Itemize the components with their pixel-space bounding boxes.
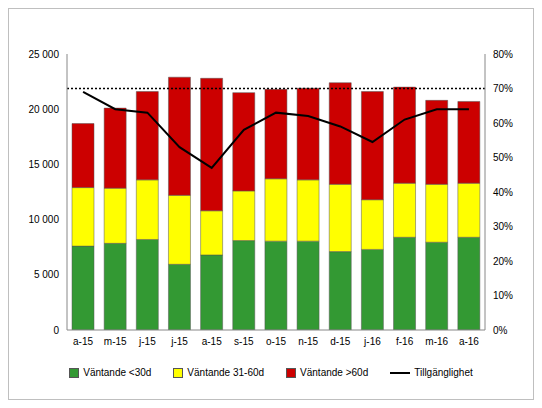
svg-text:o-15: o-15 xyxy=(266,336,286,347)
svg-text:0%: 0% xyxy=(493,325,508,336)
svg-text:15 000: 15 000 xyxy=(28,159,59,170)
svg-text:20 000: 20 000 xyxy=(28,104,59,115)
svg-text:n-15: n-15 xyxy=(298,336,318,347)
svg-text:f-16: f-16 xyxy=(396,336,414,347)
svg-text:10 000: 10 000 xyxy=(28,214,59,225)
svg-text:j-16: j-16 xyxy=(363,336,381,347)
svg-text:a-16: a-16 xyxy=(459,336,479,347)
svg-text:0: 0 xyxy=(53,325,59,336)
svg-text:10%: 10% xyxy=(493,290,513,301)
html-text:Väntande >60d: Väntande >60d xyxy=(300,367,369,378)
svg-text:50%: 50% xyxy=(493,152,513,163)
html-text:Tillgänglighet: Tillgänglighet xyxy=(414,367,473,378)
svg-text:j-15: j-15 xyxy=(170,336,188,347)
svg-text:m-15: m-15 xyxy=(104,336,127,347)
svg-text:m-16: m-16 xyxy=(425,336,448,347)
svg-text:80%: 80% xyxy=(493,49,513,60)
svg-text:j-15: j-15 xyxy=(138,336,156,347)
svg-text:30%: 30% xyxy=(493,221,513,232)
svg-text:a-15: a-15 xyxy=(73,336,93,347)
html-text:Väntande <30d: Väntande <30d xyxy=(83,367,152,378)
svg-text:25 000: 25 000 xyxy=(28,49,59,60)
svg-text:5 000: 5 000 xyxy=(34,269,59,280)
svg-text:d-15: d-15 xyxy=(330,336,350,347)
svg-text:20%: 20% xyxy=(493,256,513,267)
svg-text:s-15: s-15 xyxy=(234,336,254,347)
svg-text:60%: 60% xyxy=(493,118,513,129)
html-text:Väntande 31-60d: Väntande 31-60d xyxy=(187,367,265,378)
svg-text:a-15: a-15 xyxy=(202,336,222,347)
svg-text:70%: 70% xyxy=(493,83,513,94)
svg-text:40%: 40% xyxy=(493,187,513,198)
